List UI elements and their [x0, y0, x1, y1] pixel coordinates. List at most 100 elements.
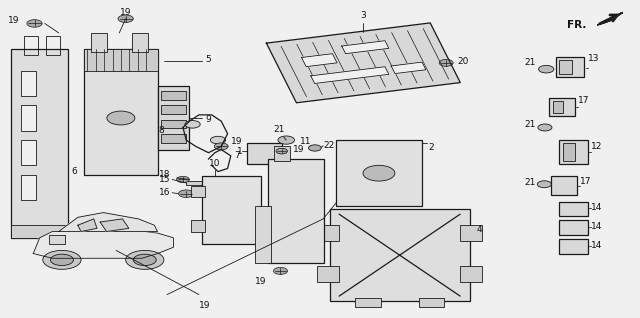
Bar	[255, 206, 271, 263]
Text: 2: 2	[428, 143, 434, 152]
Text: 22: 22	[323, 141, 335, 150]
Bar	[336, 140, 422, 206]
Text: 14: 14	[591, 222, 602, 231]
Bar	[84, 49, 157, 175]
Bar	[84, 49, 157, 71]
Bar	[556, 57, 584, 77]
Text: 19: 19	[120, 8, 131, 17]
Text: 6: 6	[72, 167, 77, 176]
Text: 8: 8	[158, 126, 164, 135]
Text: 12: 12	[591, 142, 602, 151]
Polygon shape	[33, 232, 173, 258]
Bar	[91, 33, 106, 52]
Bar	[551, 176, 577, 195]
Text: 19: 19	[293, 145, 305, 154]
Bar	[161, 120, 186, 128]
Circle shape	[125, 250, 164, 269]
Text: 19: 19	[8, 16, 19, 25]
Text: 19: 19	[255, 277, 266, 286]
Text: 7: 7	[234, 151, 240, 160]
Bar	[24, 36, 38, 55]
Polygon shape	[342, 41, 389, 54]
Polygon shape	[301, 54, 337, 67]
Bar	[246, 143, 282, 164]
Bar	[559, 140, 588, 164]
Bar	[20, 140, 36, 165]
Bar	[49, 235, 65, 244]
Text: 4: 4	[476, 225, 482, 234]
Bar	[186, 181, 212, 185]
Polygon shape	[100, 219, 129, 232]
Text: 1: 1	[237, 147, 243, 156]
Bar	[460, 266, 483, 282]
Circle shape	[278, 136, 294, 144]
Text: 5: 5	[205, 55, 211, 64]
Circle shape	[273, 267, 287, 274]
Bar	[20, 71, 36, 96]
Text: 18: 18	[159, 170, 170, 179]
Circle shape	[539, 66, 554, 73]
Text: 16: 16	[159, 188, 170, 197]
Circle shape	[538, 181, 551, 188]
Bar	[20, 105, 36, 131]
Bar	[161, 134, 186, 142]
Polygon shape	[597, 12, 623, 25]
Circle shape	[211, 136, 226, 144]
Bar	[317, 225, 339, 241]
Text: 21: 21	[524, 178, 536, 187]
Circle shape	[363, 165, 395, 181]
Circle shape	[185, 121, 200, 128]
Text: 21: 21	[524, 59, 536, 67]
Text: 3: 3	[360, 10, 366, 19]
Text: 9: 9	[205, 115, 211, 124]
Text: 19: 19	[199, 301, 211, 310]
Bar	[549, 98, 575, 116]
Bar	[191, 220, 205, 232]
Bar	[552, 101, 563, 113]
Polygon shape	[59, 213, 157, 232]
Circle shape	[439, 59, 453, 66]
Bar	[11, 49, 68, 238]
Bar	[46, 36, 60, 55]
Bar	[419, 298, 444, 307]
Bar	[20, 175, 36, 200]
Bar	[563, 143, 575, 161]
Bar	[161, 91, 186, 100]
Text: 21: 21	[273, 125, 284, 134]
Text: 17: 17	[578, 96, 589, 105]
Bar	[268, 159, 324, 263]
Circle shape	[107, 111, 135, 125]
Text: 19: 19	[231, 137, 243, 146]
Bar	[132, 33, 148, 52]
Bar	[330, 210, 470, 301]
Polygon shape	[311, 67, 389, 84]
Text: 15: 15	[159, 175, 170, 184]
Circle shape	[214, 143, 228, 150]
Bar	[274, 146, 290, 161]
Bar	[11, 225, 68, 238]
Bar	[157, 86, 189, 149]
Polygon shape	[78, 219, 97, 232]
Text: 10: 10	[209, 159, 220, 169]
Bar	[559, 220, 588, 235]
Bar	[460, 225, 483, 241]
Polygon shape	[266, 23, 460, 103]
Circle shape	[179, 190, 194, 197]
Bar	[317, 266, 339, 282]
Circle shape	[43, 250, 81, 269]
Circle shape	[118, 15, 133, 23]
Circle shape	[27, 20, 42, 27]
Circle shape	[538, 124, 552, 131]
Text: FR.: FR.	[567, 20, 586, 30]
Circle shape	[177, 176, 189, 183]
Bar	[355, 298, 381, 307]
Text: 11: 11	[300, 137, 311, 146]
Bar	[559, 239, 588, 253]
Text: 14: 14	[591, 241, 602, 250]
Bar	[161, 105, 186, 114]
Bar	[191, 186, 205, 197]
Text: 21: 21	[524, 120, 536, 129]
Circle shape	[308, 145, 321, 151]
Bar	[559, 60, 572, 74]
Circle shape	[276, 148, 287, 154]
